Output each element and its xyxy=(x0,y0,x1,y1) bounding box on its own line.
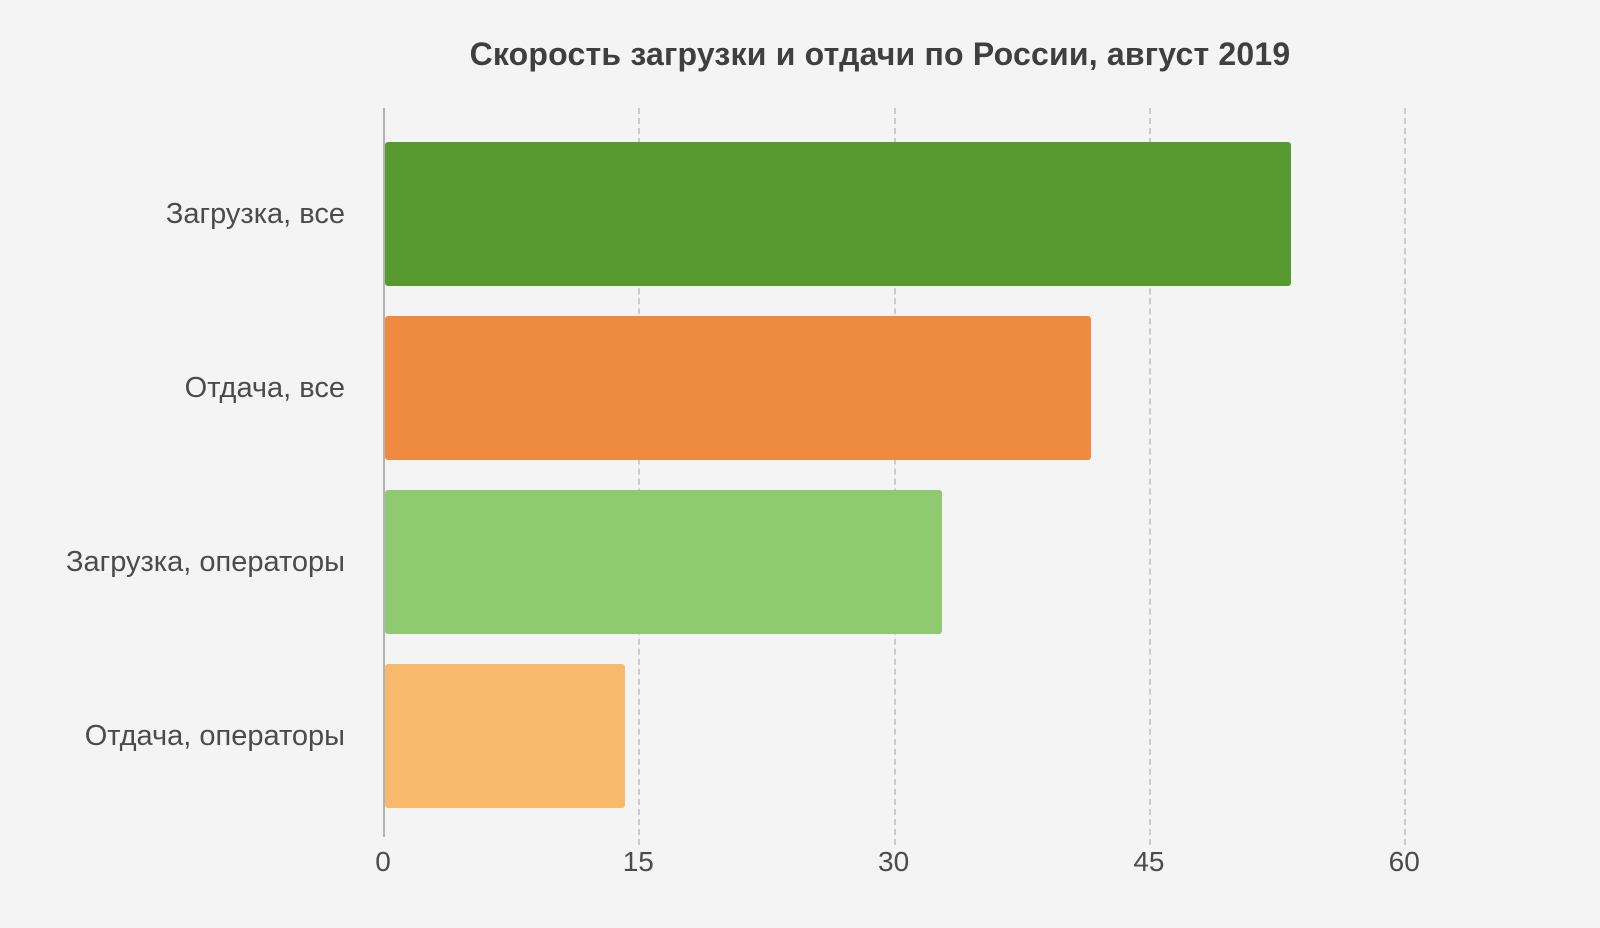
bar xyxy=(385,664,625,808)
bar-label: Загрузка, все xyxy=(165,197,345,230)
category-labels: Загрузка, все Отдача, все Загрузка, операт… xyxy=(0,108,345,837)
gridline xyxy=(1404,108,1407,845)
chart-title: Скорость загрузки и отдачи по России, ав… xyxy=(469,36,1291,72)
bar-label: Отдача, все xyxy=(184,371,345,404)
gridline xyxy=(638,108,641,845)
plot-area xyxy=(383,108,1520,845)
bar xyxy=(385,316,1092,460)
x-axis-ticks: 0 15 30 45 60 xyxy=(375,846,1520,886)
bar-label: Загрузка, операторы xyxy=(65,545,345,578)
x-tick-label: 45 xyxy=(1133,846,1165,877)
gridline xyxy=(1148,108,1151,845)
x-tick-label: 30 xyxy=(878,846,910,877)
gridline xyxy=(893,108,896,845)
bar xyxy=(385,142,1291,286)
x-tick-label: 60 xyxy=(1388,846,1420,877)
x-tick-label: 15 xyxy=(622,846,654,877)
bar-label: Отдача, операторы xyxy=(84,719,345,752)
x-tick-label: 0 xyxy=(375,846,391,877)
bar xyxy=(385,490,942,634)
y-axis-line xyxy=(383,108,385,837)
